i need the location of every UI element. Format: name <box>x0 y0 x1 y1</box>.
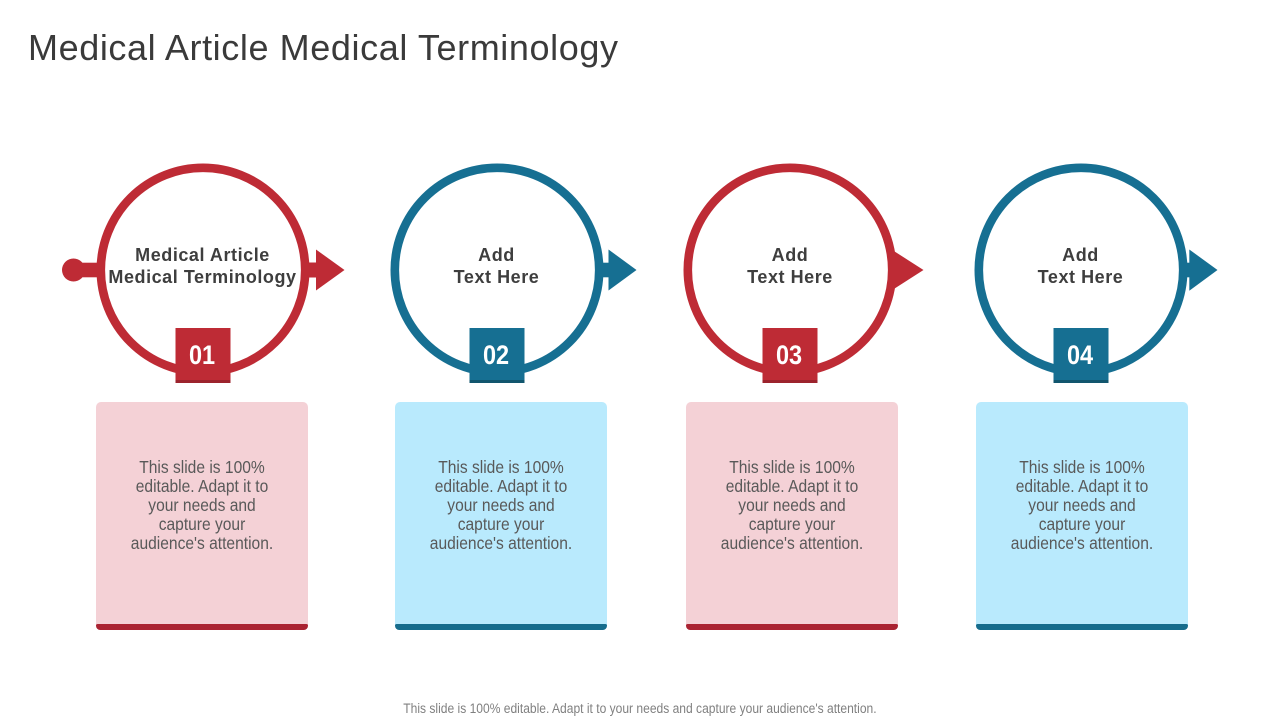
svg-text:04: 04 <box>1066 341 1092 371</box>
svg-text:01: 01 <box>188 341 214 371</box>
svg-text:02: 02 <box>482 341 508 371</box>
svg-text:03: 03 <box>776 341 802 371</box>
